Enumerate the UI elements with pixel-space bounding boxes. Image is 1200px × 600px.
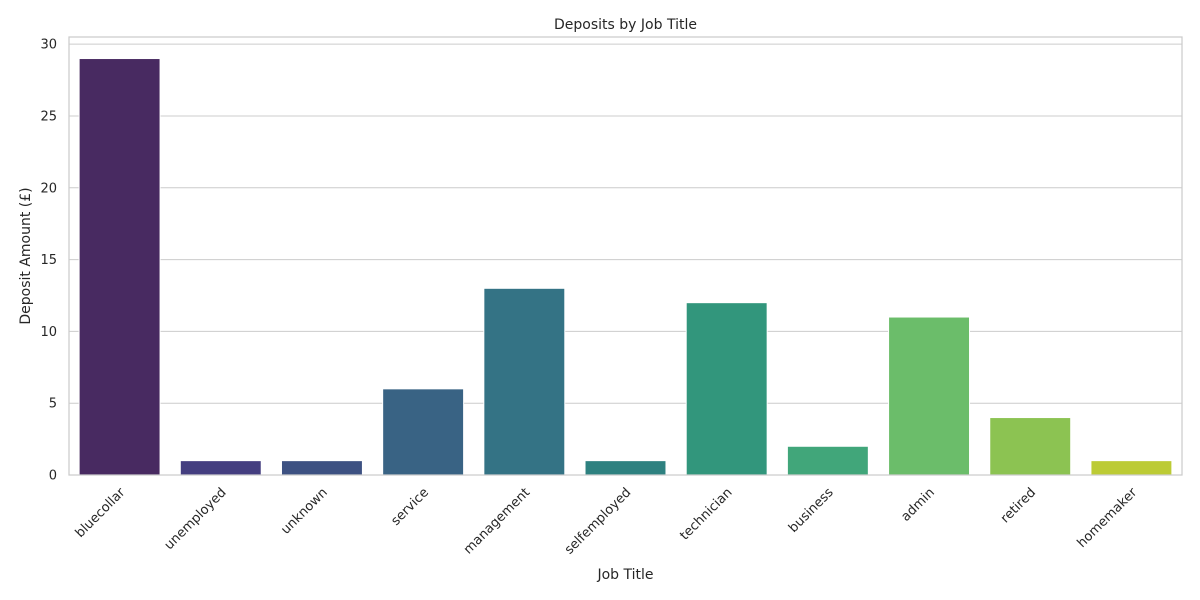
y-tick-label: 10 (40, 325, 57, 340)
bars-layer (78, 58, 1173, 476)
x-tick-label: selfemployed (562, 485, 634, 557)
y-tick-labels: 0 5 10 15 20 25 30 (40, 38, 57, 484)
x-tick-label: technician (677, 485, 735, 543)
bar-bluecollar (78, 58, 161, 476)
x-tick-label: retired (998, 485, 1039, 526)
bar-business (786, 445, 869, 476)
bar-technician (685, 302, 768, 476)
y-tick-label: 20 (40, 181, 57, 196)
bar-management (483, 287, 566, 476)
bar-admin (888, 316, 971, 476)
bar-selfemployed (584, 460, 667, 476)
x-tick-label: bluecollar (73, 485, 129, 541)
y-tick-label: 30 (40, 38, 57, 53)
bar-unemployed (179, 460, 262, 476)
x-axis-label: Job Title (596, 567, 653, 583)
y-axis-label: Deposit Amount (£) (18, 187, 34, 324)
x-tick-labels: bluecollar unemployed unknown service manage… (73, 485, 1141, 558)
x-tick-label: management (461, 485, 533, 557)
y-tick-label: 15 (40, 253, 57, 268)
chart-title: Deposits by Job Title (554, 17, 697, 33)
y-tick-label: 0 (49, 469, 57, 484)
x-tick-label: business (786, 485, 837, 536)
x-tick-label: homemaker (1075, 485, 1141, 551)
bar-retired (989, 417, 1072, 476)
x-tick-label: unemployed (162, 485, 230, 553)
x-tick-label: admin (898, 485, 937, 524)
x-tick-label: service (388, 485, 432, 529)
x-tick-label: unknown (278, 485, 330, 537)
grid-layer (69, 43, 1182, 476)
bar-unknown (280, 460, 363, 476)
y-tick-label: 25 (40, 109, 57, 124)
bar-homemaker (1090, 460, 1173, 476)
y-tick-label: 5 (49, 397, 57, 412)
bar-service (382, 388, 465, 476)
plot-frame (68, 36, 1183, 476)
